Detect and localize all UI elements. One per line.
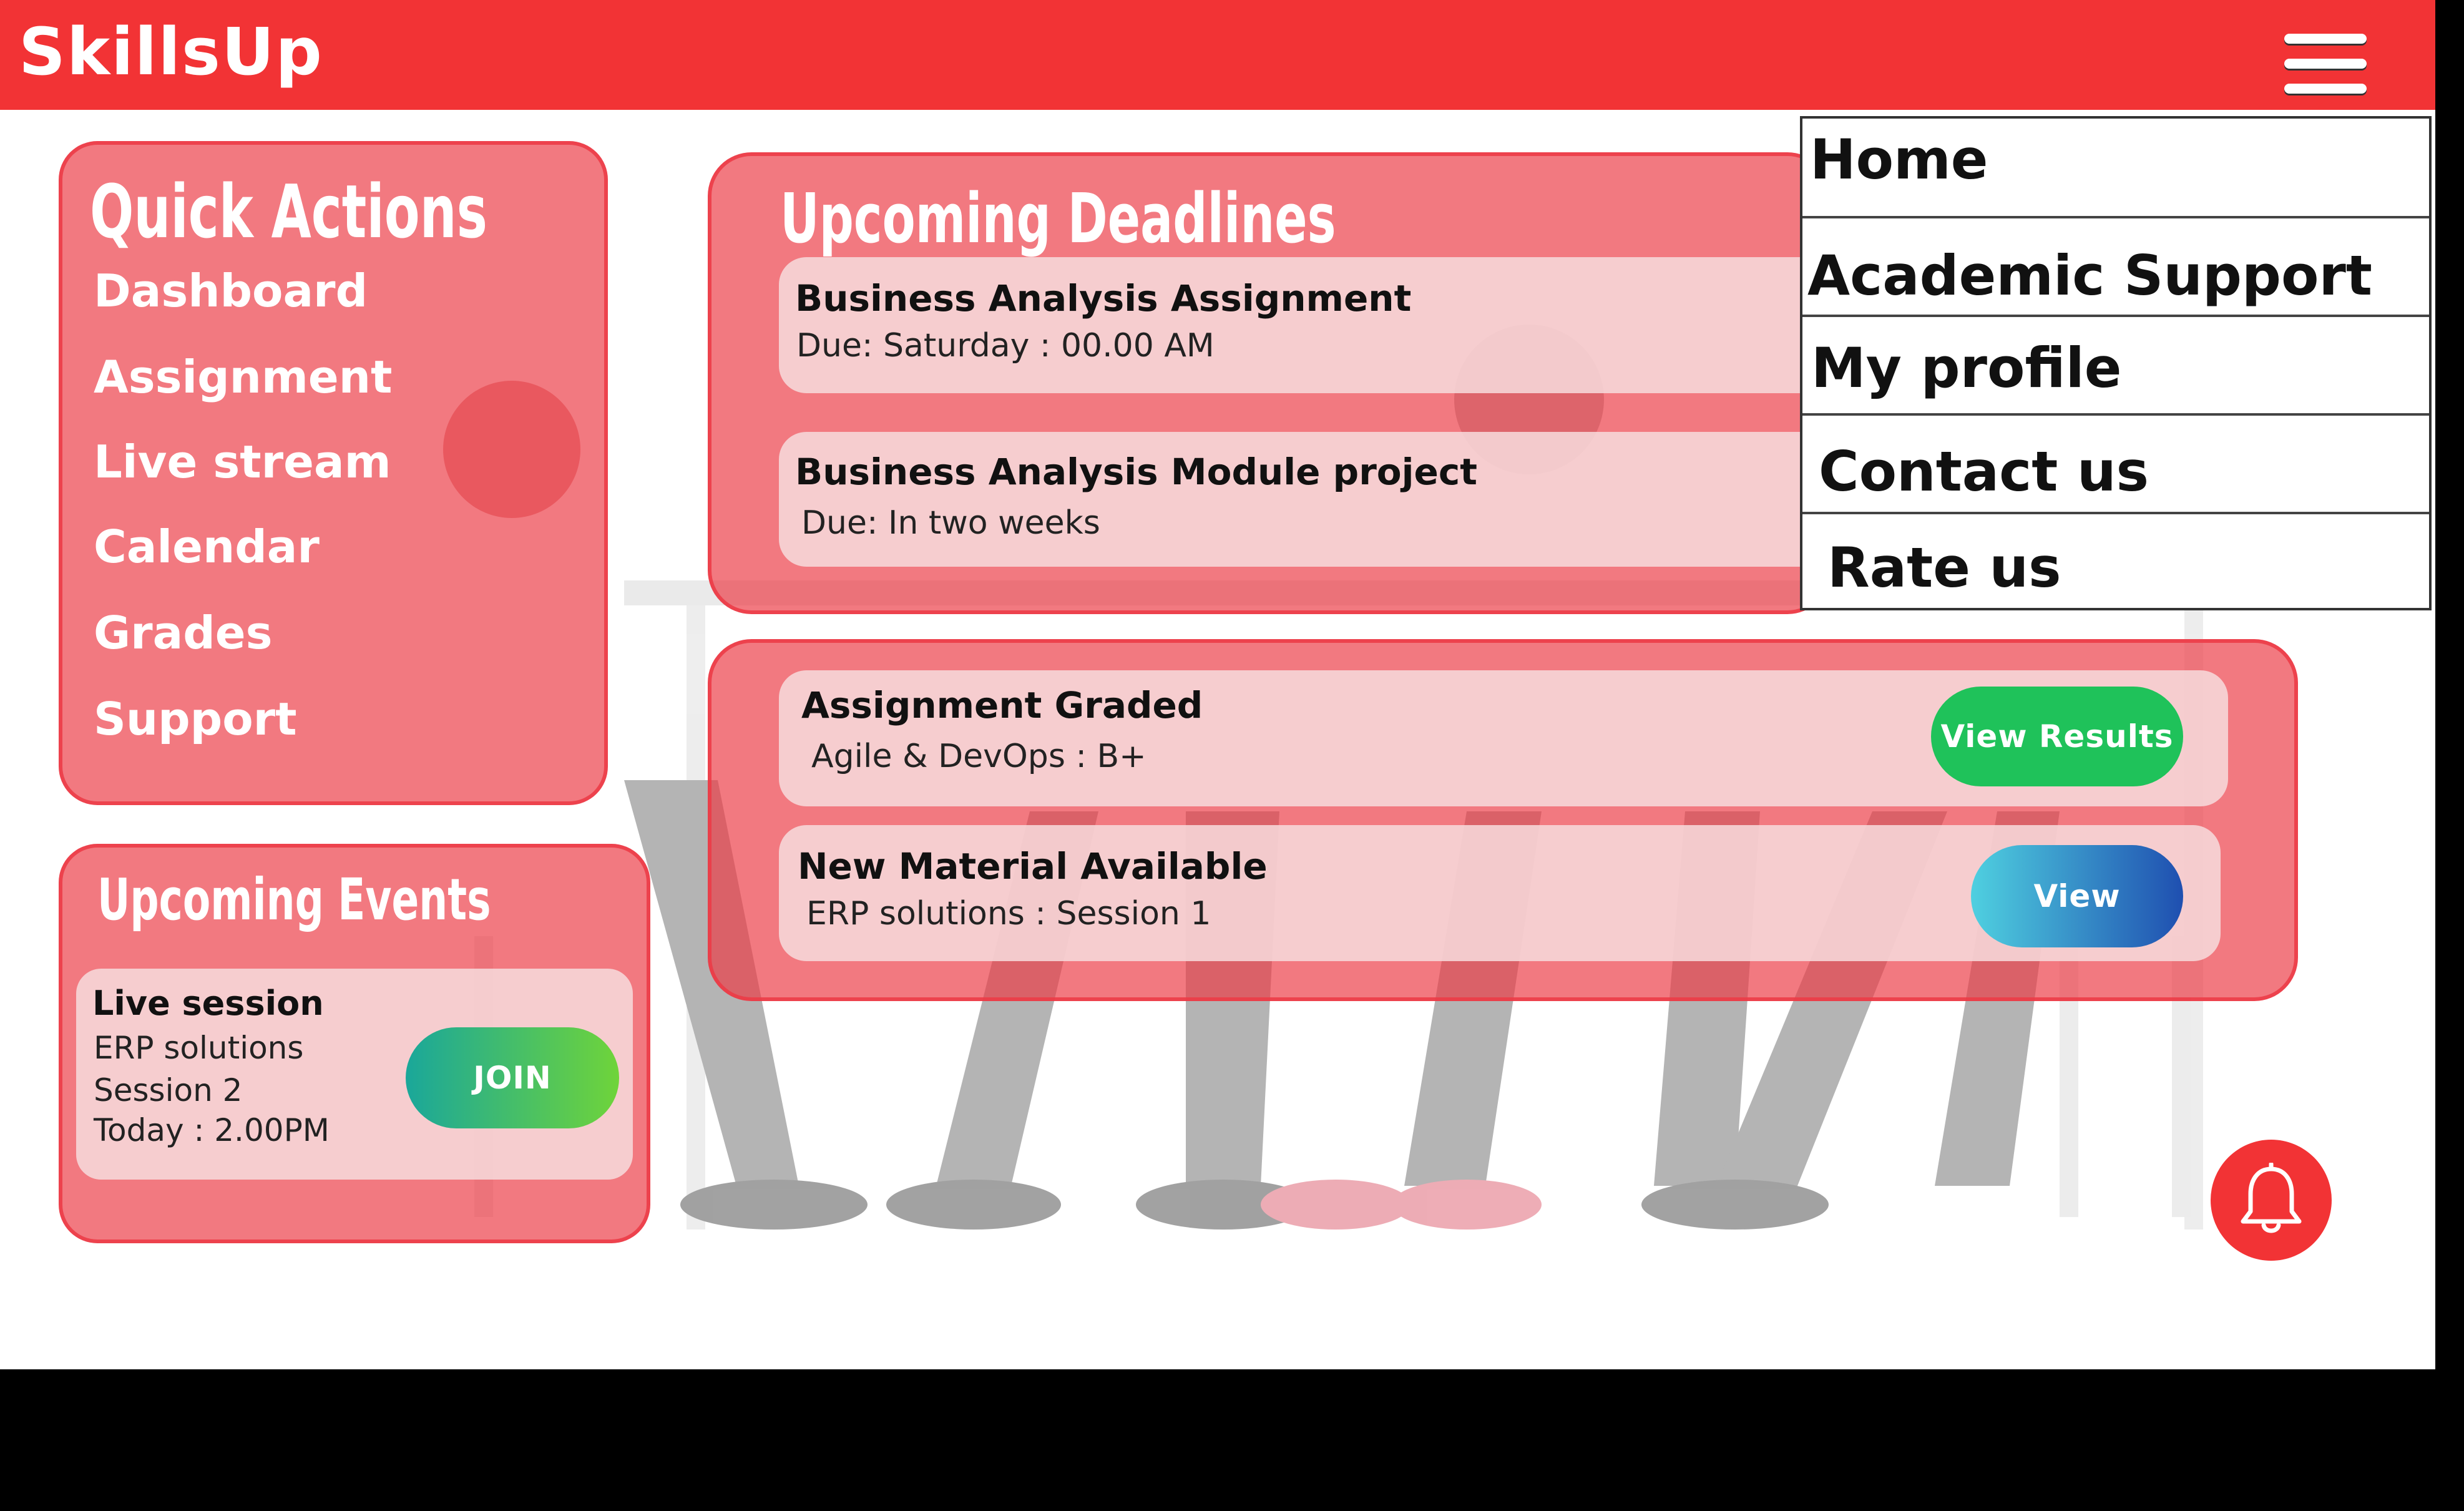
bell-icon — [2241, 1163, 2302, 1233]
menu-item-home[interactable]: Home — [1802, 119, 2429, 218]
quick-action-dashboard[interactable]: Dashboard — [94, 265, 368, 317]
quick-action-calendar[interactable]: Calendar — [94, 521, 320, 573]
join-button[interactable]: JOIN — [406, 1027, 619, 1128]
quick-actions-title: Quick Actions — [90, 169, 487, 255]
notification-detail: Agile & DevOps : B+ — [811, 738, 1146, 775]
app-screen: SkillsUp Quick Actions Dashboard Assignm… — [0, 0, 2435, 1369]
notification-title: Assignment Graded — [801, 684, 1203, 726]
notification-title: New Material Available — [798, 845, 1268, 888]
top-app-bar: SkillsUp — [0, 0, 2435, 110]
navigation-dropdown-menu: Home Academic Support My profile Contact… — [1800, 116, 2432, 610]
menu-item-contact-us[interactable]: Contact us — [1802, 416, 2429, 514]
deadline-title: Business Analysis Module project — [795, 451, 1477, 493]
brand-logo[interactable]: SkillsUp — [19, 14, 323, 90]
hamburger-menu-icon[interactable] — [2284, 31, 2367, 96]
quick-action-grades[interactable]: Grades — [94, 607, 273, 659]
quick-actions-panel: Quick Actions — [59, 141, 608, 805]
notification-bell-button[interactable] — [2211, 1140, 2332, 1261]
notification-detail: ERP solutions : Session 1 — [806, 895, 1211, 932]
view-results-button[interactable]: View Results — [1931, 687, 2183, 786]
deadline-card[interactable]: Business Analysis Assignment Due: Saturd… — [779, 257, 1840, 393]
quick-action-support[interactable]: Support — [94, 693, 297, 745]
event-title: Live session — [92, 984, 324, 1023]
event-line: ERP solutions — [94, 1030, 304, 1066]
deadline-title: Business Analysis Assignment — [795, 277, 1412, 320]
deadline-due: Due: Saturday : 00.00 AM — [796, 327, 1215, 364]
notification-card: New Material Available ERP solutions : S… — [779, 825, 2221, 961]
event-card: Live session ERP solutions Session 2 Tod… — [76, 969, 633, 1180]
event-time: Today : 2.00PM — [94, 1112, 330, 1148]
view-material-button[interactable]: View — [1971, 845, 2183, 947]
upcoming-events-title: Upcoming Events — [97, 866, 491, 933]
deadline-due: Due: In two weeks — [801, 504, 1100, 542]
upcoming-deadlines-title: Upcoming Deadlines — [780, 178, 1336, 258]
menu-item-academic-support[interactable]: Academic Support — [1802, 218, 2429, 317]
menu-item-my-profile[interactable]: My profile — [1802, 317, 2429, 416]
notification-card: Assignment Graded Agile & DevOps : B+ Vi… — [779, 670, 2228, 806]
quick-action-live-stream[interactable]: Live stream — [94, 436, 391, 488]
deadline-card[interactable]: Business Analysis Module project Due: In… — [779, 432, 1840, 567]
quick-action-assignment[interactable]: Assignment — [94, 351, 393, 403]
event-line: Session 2 — [94, 1072, 243, 1108]
menu-item-rate-us[interactable]: Rate us — [1827, 535, 2061, 600]
